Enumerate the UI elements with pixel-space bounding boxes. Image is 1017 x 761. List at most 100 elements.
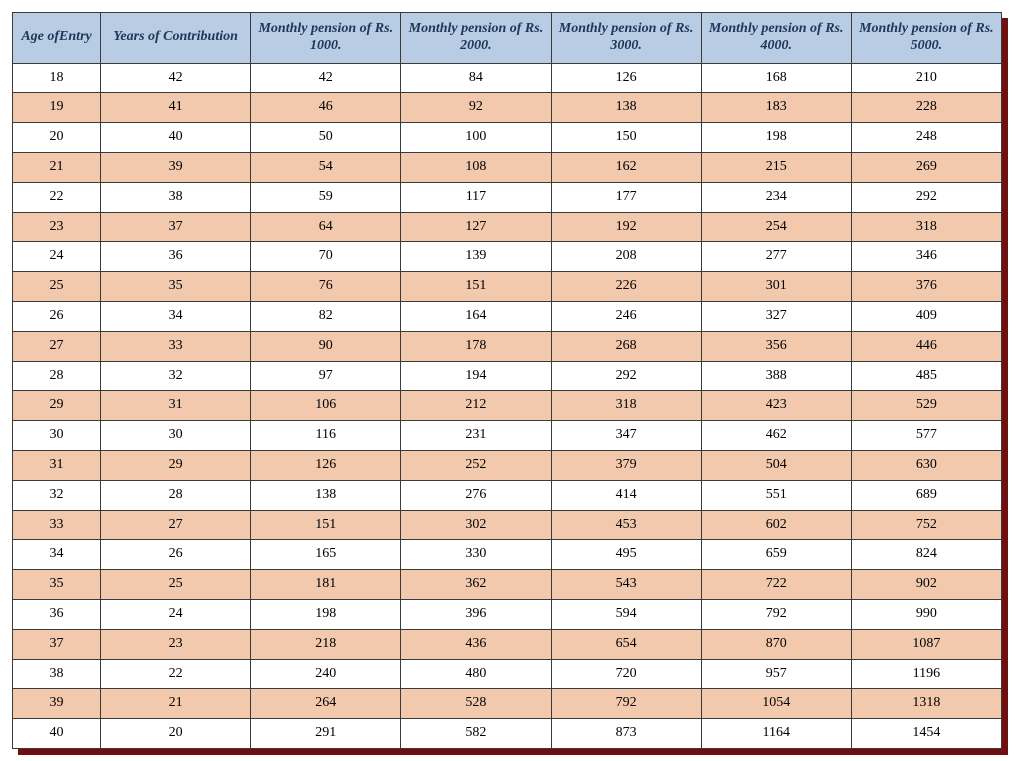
table-cell: 248	[851, 123, 1001, 153]
table-cell: 792	[551, 689, 701, 719]
table-cell: 108	[401, 152, 551, 182]
table-cell: 234	[701, 182, 851, 212]
table-row: 223859117177234292	[13, 182, 1002, 212]
table-cell: 529	[851, 391, 1001, 421]
table-cell: 28	[101, 480, 251, 510]
table-cell: 388	[701, 361, 851, 391]
table-cell: 181	[251, 570, 401, 600]
table-cell: 34	[13, 540, 101, 570]
table-row: 2931106212318423529	[13, 391, 1002, 421]
table-cell: 582	[401, 719, 551, 749]
table-cell: 902	[851, 570, 1001, 600]
table-cell: 720	[551, 659, 701, 689]
table-cell: 39	[13, 689, 101, 719]
table-cell: 139	[401, 242, 551, 272]
pension-table-container: Age ofEntry Years of Contribution Monthl…	[12, 12, 1002, 749]
table-cell: 318	[851, 212, 1001, 242]
table-row: 3327151302453602752	[13, 510, 1002, 540]
col-p5000: Monthly pension of Rs. 5000.	[851, 13, 1001, 64]
table-header: Age ofEntry Years of Contribution Monthl…	[13, 13, 1002, 64]
table-cell: 198	[701, 123, 851, 153]
table-cell: 54	[251, 152, 401, 182]
table-cell: 36	[13, 599, 101, 629]
col-p3000: Monthly pension of Rs. 3000.	[551, 13, 701, 64]
table-cell: 70	[251, 242, 401, 272]
table-cell: 26	[13, 301, 101, 331]
table-cell: 1318	[851, 689, 1001, 719]
col-p2000: Monthly pension of Rs. 2000.	[401, 13, 551, 64]
table-cell: 59	[251, 182, 401, 212]
table-cell: 752	[851, 510, 1001, 540]
table-cell: 20	[13, 123, 101, 153]
table-cell: 228	[851, 93, 1001, 123]
table-cell: 792	[701, 599, 851, 629]
table-cell: 164	[401, 301, 551, 331]
table-row: 263482164246327409	[13, 301, 1002, 331]
table-cell: 50	[251, 123, 401, 153]
table-cell: 231	[401, 421, 551, 451]
table-cell: 150	[551, 123, 701, 153]
table-cell: 301	[701, 272, 851, 302]
table-cell: 138	[251, 480, 401, 510]
table-cell: 264	[251, 689, 401, 719]
table-cell: 1196	[851, 659, 1001, 689]
table-cell: 32	[101, 361, 251, 391]
table-cell: 106	[251, 391, 401, 421]
table-row: 392126452879210541318	[13, 689, 1002, 719]
table-cell: 577	[851, 421, 1001, 451]
table-cell: 1164	[701, 719, 851, 749]
table-cell: 722	[701, 570, 851, 600]
table-cell: 504	[701, 450, 851, 480]
table-cell: 302	[401, 510, 551, 540]
table-cell: 327	[701, 301, 851, 331]
table-cell: 100	[401, 123, 551, 153]
table-cell: 246	[551, 301, 701, 331]
table-cell: 659	[701, 540, 851, 570]
table-cell: 27	[13, 331, 101, 361]
table-cell: 376	[851, 272, 1001, 302]
table-cell: 208	[551, 242, 701, 272]
table-cell: 414	[551, 480, 701, 510]
table-cell: 22	[101, 659, 251, 689]
table-cell: 42	[251, 63, 401, 93]
table-cell: 32	[13, 480, 101, 510]
col-p1000: Monthly pension of Rs. 1000.	[251, 13, 401, 64]
table-cell: 138	[551, 93, 701, 123]
table-body: 1842428412616821019414692138183228204050…	[13, 63, 1002, 748]
table-cell: 31	[13, 450, 101, 480]
table-cell: 39	[101, 152, 251, 182]
table-cell: 485	[851, 361, 1001, 391]
table-row: 233764127192254318	[13, 212, 1002, 242]
table-cell: 396	[401, 599, 551, 629]
table-cell: 29	[101, 450, 251, 480]
table-cell: 20	[101, 719, 251, 749]
table-cell: 46	[251, 93, 401, 123]
table-cell: 446	[851, 331, 1001, 361]
table-cell: 27	[101, 510, 251, 540]
table-cell: 64	[251, 212, 401, 242]
table-cell: 409	[851, 301, 1001, 331]
table-cell: 38	[101, 182, 251, 212]
table-cell: 480	[401, 659, 551, 689]
table-cell: 42	[101, 63, 251, 93]
table-cell: 277	[701, 242, 851, 272]
table-cell: 40	[13, 719, 101, 749]
table-cell: 35	[13, 570, 101, 600]
table-cell: 453	[551, 510, 701, 540]
table-row: 402029158287311641454	[13, 719, 1002, 749]
table-row: 3129126252379504630	[13, 450, 1002, 480]
table-cell: 37	[101, 212, 251, 242]
table-cell: 630	[851, 450, 1001, 480]
table-row: 213954108162215269	[13, 152, 1002, 182]
table-cell: 269	[851, 152, 1001, 182]
table-cell: 26	[101, 540, 251, 570]
table-cell: 82	[251, 301, 401, 331]
table-cell: 21	[101, 689, 251, 719]
table-cell: 226	[551, 272, 701, 302]
table-cell: 126	[551, 63, 701, 93]
table-cell: 824	[851, 540, 1001, 570]
table-cell: 177	[551, 182, 701, 212]
table-cell: 551	[701, 480, 851, 510]
table-cell: 462	[701, 421, 851, 451]
table-cell: 29	[13, 391, 101, 421]
